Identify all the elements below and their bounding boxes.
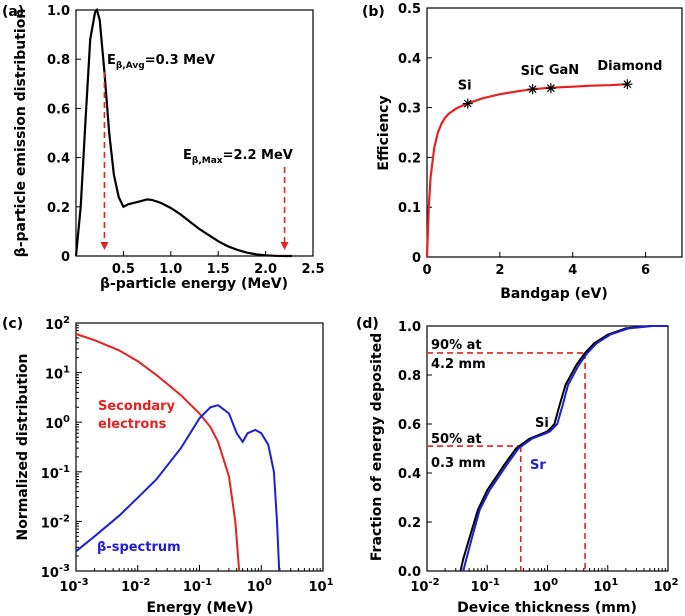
panel-a-x-axis-title: β-particle energy (MeV) <box>100 276 288 292</box>
panel-d: (d) 10-2 10-1 100 101 1020.00.20.40.60.81.0 … <box>356 316 679 616</box>
panel-b-points: Si SiC GaN Diamond <box>458 59 662 109</box>
panel-d-ytick-label-0: 0.0 <box>398 565 421 580</box>
panel-a-ticks: 0.5 1.0 1.5 2.0 2.5 0 0.2 0.4 0.6 0.8 1.0 <box>47 4 325 277</box>
panel-c: (c) 10-3 10-2 10-1 100 101 10-3 10-2 10-1 100 101… <box>2 315 334 616</box>
panel-b-y-axis-title: Efficiency <box>376 95 392 170</box>
panel-b-ytick-label-3: 0.3 <box>398 102 421 117</box>
panel-a-max-label: Eβ,Max=2.2 MeV <box>183 148 293 166</box>
panel-c-x-axis-title: Energy (MeV) <box>146 600 253 616</box>
panel-c-ytick-label-2: 10-1 <box>41 464 70 482</box>
panel-d-xtick-label-4: 102 <box>653 577 678 595</box>
panel-d-xtick-label-3: 101 <box>593 577 618 595</box>
panel-d-y-axis-title: Fraction of energy deposited <box>369 333 385 561</box>
panel-b-ytick-label-5: 0.5 <box>398 2 421 17</box>
panel-d-ytick-label-4: 0.8 <box>398 369 421 384</box>
panel-a-ytick-label-2: 0.4 <box>47 152 70 167</box>
panel-c-y-axis-title: Normalized distribution <box>15 353 31 540</box>
panel-b-label: (b) <box>362 4 385 20</box>
panel-c-xtick-label-4: 101 <box>308 577 333 595</box>
panel-a-y-axis-title: β-particle emission distribution <box>13 9 29 258</box>
panel-b-ytick-label-4: 0.4 <box>398 52 421 67</box>
panel-d-ytick-label-5: 1.0 <box>398 320 421 335</box>
panel-d-xtick-label-1: 10-1 <box>471 577 500 595</box>
panel-d-ticks: 10-2 10-1 100 101 102 0.0 0.2 0.4 0.6 0.8 1.0 <box>398 320 679 595</box>
panel-b-point-diamond <box>622 79 633 90</box>
panel-b-efficiency-line <box>425 83 628 258</box>
panel-d-ytick-label-3: 0.6 <box>398 418 421 433</box>
panel-d-sr-line <box>462 325 668 572</box>
panel-a-xtick-label-0: 0.5 <box>112 262 135 277</box>
panel-d-guide-lines <box>427 352 586 571</box>
panel-c-label: (c) <box>2 316 23 332</box>
panel-d-annotation-50-line1: 50% at <box>431 432 482 447</box>
panel-b-xtick-label-1: 2 <box>495 263 504 278</box>
panel-d-xtick-label-0: 10-2 <box>410 577 439 595</box>
panel-a-xtick-label-2: 1.5 <box>207 262 230 277</box>
panel-d-si-label: Si <box>535 416 549 431</box>
panel-b-point-label-gan: GaN <box>549 63 579 78</box>
panel-d-x-axis-title: Device thickness (mm) <box>457 600 637 616</box>
panel-b-ytick-label-1: 0.1 <box>398 201 421 216</box>
panel-c-xtick-label-3: 100 <box>247 577 272 595</box>
panel-b-point-marker-stroke <box>546 84 555 93</box>
panel-d-ytick-label-1: 0.2 <box>398 516 421 531</box>
panel-b-x-axis-title: Bandgap (eV) <box>500 286 608 302</box>
panel-c-beta-spectrum-line <box>75 404 281 572</box>
panel-b-point-marker-stroke <box>528 85 537 94</box>
panel-a-xtick-label-1: 1.0 <box>159 262 182 277</box>
panel-b-point-si <box>462 98 473 109</box>
panel-d-sr-label: Sr <box>530 458 546 473</box>
panel-b-point-label-si: Si <box>458 79 472 94</box>
panel-d-annotation-90-line1: 90% at <box>431 338 482 353</box>
panel-a-ytick-label-1: 0.2 <box>47 201 70 216</box>
panel-d-annotation-50-line2: 0.3 mm <box>431 456 486 471</box>
panel-a-distribution-line <box>74 7 293 258</box>
panel-b-xtick-label-2: 4 <box>568 263 577 278</box>
panel-a-ytick-label-4: 0.8 <box>47 53 70 68</box>
panel-d-xtick-label-2: 100 <box>533 577 558 595</box>
panel-d-ytick-label-2: 0.4 <box>398 467 421 482</box>
panel-b-point-sic <box>527 84 538 95</box>
panel-b-axes <box>426 7 683 258</box>
panel-a-ytick-label-5: 1.0 <box>47 4 70 19</box>
panel-b-xtick-label-3: 6 <box>641 263 650 278</box>
panel-a-avg-label: Eβ,Avg=0.3 MeV <box>107 53 215 71</box>
panel-b-xtick-label-0: 0 <box>422 263 431 278</box>
panel-b: (b) 0 2 4 6 0 0.1 0.2 0.3 0.4 0.5 Si SiC GaN Diamond… <box>362 2 683 302</box>
panel-c-xtick-label-0: 10-3 <box>59 577 88 595</box>
panel-a-max-marker-arrow <box>280 242 289 250</box>
panel-a-axes <box>75 9 314 257</box>
panel-c-xtick-label-2: 10-1 <box>183 577 212 595</box>
panel-c-ytick-label-3: 100 <box>45 414 70 432</box>
panel-c-beta-spectrum-label: β-spectrum <box>97 540 181 555</box>
panel-b-ytick-label-2: 0.2 <box>398 151 421 166</box>
panel-c-secondary-electrons-label: Secondary electrons <box>98 399 176 432</box>
panel-a-ytick-label-0: 0 <box>61 250 70 265</box>
panel-a-ytick-label-3: 0.6 <box>47 102 70 117</box>
panel-b-point-gan <box>545 83 556 94</box>
panel-b-ytick-label-0: 0 <box>412 251 421 266</box>
panel-c-axes <box>75 322 324 572</box>
panel-a: (a) 0.5 1.0 1.5 2.0 2.5 0 0.2 0.4 0.6 0.8 1.0 Eβ,A… <box>2 4 325 292</box>
panel-c-xtick-label-1: 10-2 <box>121 577 150 595</box>
panel-c-secondary-electrons-line <box>75 333 241 572</box>
panel-a-label: (a) <box>2 4 24 20</box>
panel-a-xtick-label-3: 2.0 <box>254 262 277 277</box>
panel-d-si-line <box>459 325 668 572</box>
panel-c-ytick-label-0: 10-3 <box>41 563 70 581</box>
panel-c-ticks: 10-3 10-2 10-1 100 101 10-3 10-2 10-1 100 101 102 <box>41 315 334 595</box>
panel-c-ytick-label-4: 101 <box>45 365 70 383</box>
panel-b-point-label-diamond: Diamond <box>597 59 662 74</box>
panel-d-label: (d) <box>356 316 379 332</box>
panel-a-xtick-label-4: 2.5 <box>301 262 324 277</box>
panel-b-point-marker-stroke <box>463 99 472 108</box>
panel-c-ytick-label-1: 10-2 <box>41 513 70 531</box>
panel-b-point-label-sic: SiC <box>521 64 544 79</box>
panel-c-ytick-label-5: 102 <box>45 315 70 333</box>
panel-a-avg-marker-arrow <box>100 242 109 250</box>
panel-d-annotation-90-line2: 4.2 mm <box>431 357 486 372</box>
panel-b-point-marker-stroke <box>623 80 632 89</box>
panel-b-ticks: 0 2 4 6 0 0.1 0.2 0.3 0.4 0.5 <box>398 2 650 278</box>
